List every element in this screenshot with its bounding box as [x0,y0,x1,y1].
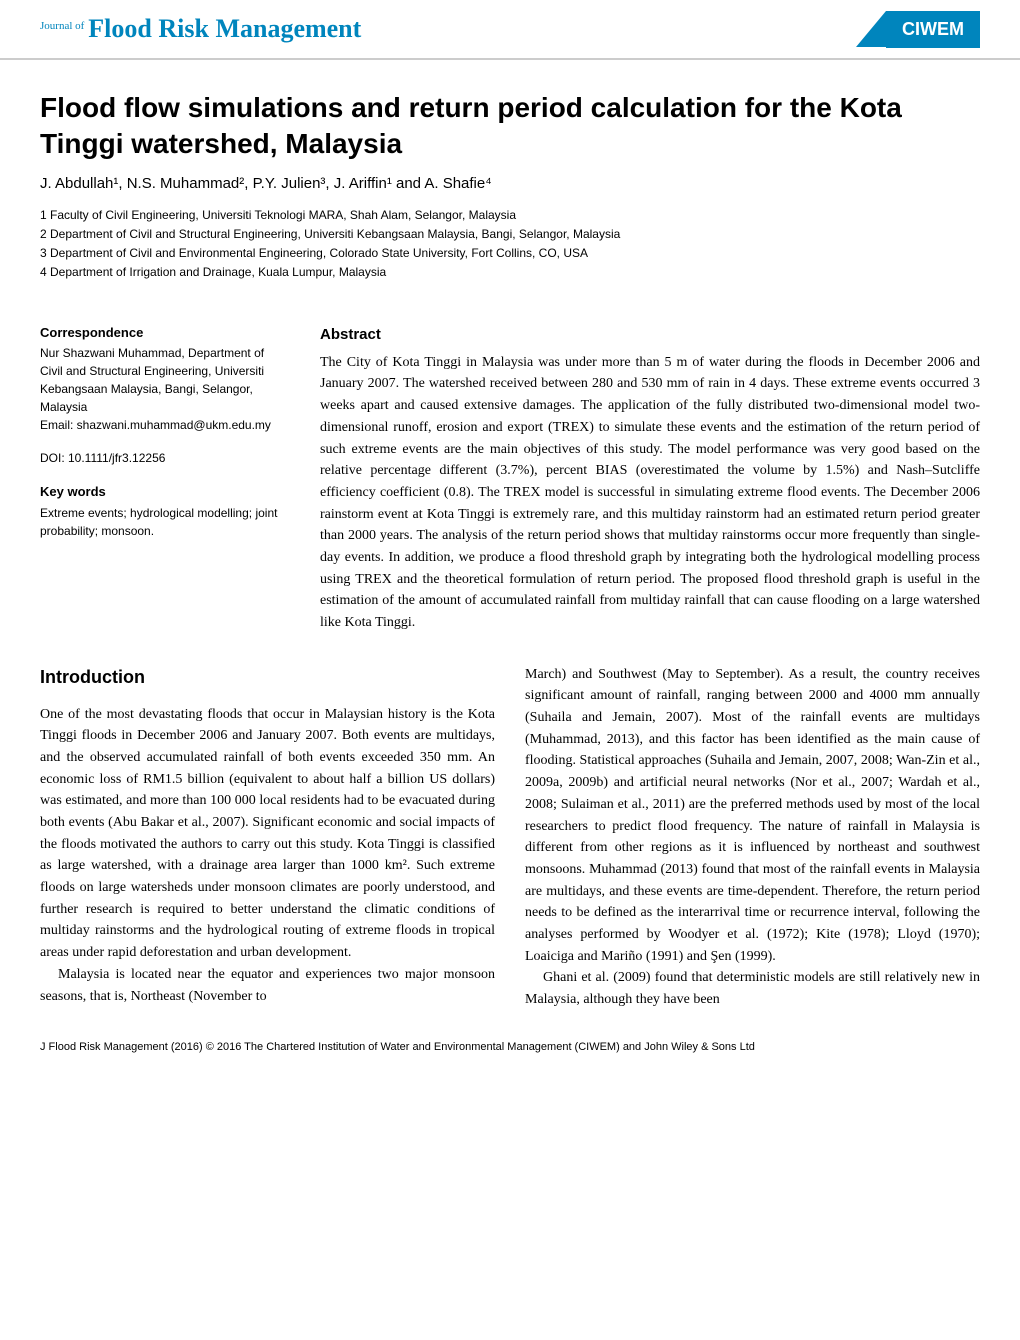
body-two-column: Introduction One of the most devastating… [0,664,1020,1011]
intro-paragraph: One of the most devastating floods that … [40,704,495,964]
intro-paragraph: Ghani et al. (2009) found that determini… [525,967,980,1010]
body-column-left: Introduction One of the most devastating… [40,664,495,1011]
intro-paragraph: March) and Southwest (May to September).… [525,664,980,968]
body-column-right: March) and Southwest (May to September).… [525,664,980,1011]
keywords-text: Extreme events; hydrological modelling; … [40,504,290,540]
abstract-heading: Abstract [320,323,980,346]
affiliation-line: 1 Faculty of Civil Engineering, Universi… [40,206,980,225]
journal-header: Journal of Flood Risk Management CIWEM [0,0,1020,60]
correspondence-text: Nur Shazwani Muhammad, Department of Civ… [40,344,290,416]
keywords-heading: Key words [40,482,290,502]
doi-block: DOI: 10.1111/jfr3.12256 [40,449,290,467]
correspondence-email: Email: shazwani.muhammad@ukm.edu.my [40,416,290,434]
footer-text: J Flood Risk Management (2016) © 2016 Th… [40,1041,755,1053]
article-title: Flood flow simulations and return period… [40,90,980,163]
abstract-column: Abstract The City of Kota Tinggi in Mala… [320,323,980,634]
keywords-block: Key words Extreme events; hydrological m… [40,482,290,540]
affiliation-line: 3 Department of Civil and Environmental … [40,244,980,263]
title-section: Flood flow simulations and return period… [0,60,1020,323]
affiliation-line: 4 Department of Irrigation and Drainage,… [40,263,980,282]
metadata-abstract-row: Correspondence Nur Shazwani Muhammad, De… [0,323,1020,634]
intro-paragraph: Malaysia is located near the equator and… [40,964,495,1007]
publisher-logo: CIWEM [886,11,980,48]
introduction-heading: Introduction [40,664,495,692]
left-metadata-column: Correspondence Nur Shazwani Muhammad, De… [40,323,290,634]
page-footer: J Flood Risk Management (2016) © 2016 Th… [0,1011,1020,1073]
journal-logo: Journal of Flood Risk Management [40,14,361,44]
authors-line: J. Abdullah¹, N.S. Muhammad², P.Y. Julie… [40,175,980,192]
correspondence-block: Correspondence Nur Shazwani Muhammad, De… [40,323,290,435]
journal-prefix: Journal of [40,20,84,32]
journal-name: Flood Risk Management [88,14,361,44]
affiliations-block: 1 Faculty of Civil Engineering, Universi… [40,206,980,283]
abstract-text: The City of Kota Tinggi in Malaysia was … [320,352,980,634]
doi-text: DOI: 10.1111/jfr3.12256 [40,449,290,467]
affiliation-line: 2 Department of Civil and Structural Eng… [40,225,980,244]
correspondence-heading: Correspondence [40,323,290,343]
